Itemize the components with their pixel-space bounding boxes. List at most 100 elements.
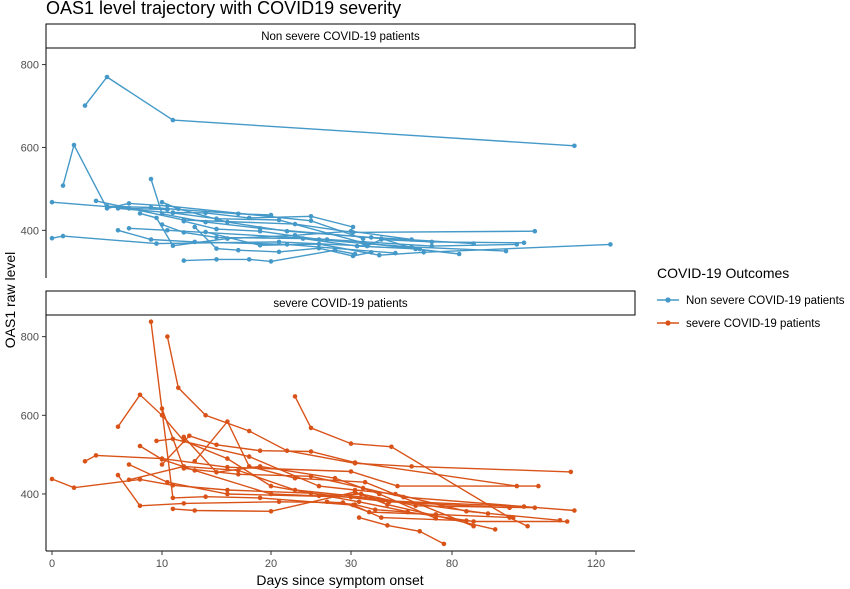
data-point-0-1-0 xyxy=(49,235,55,241)
y-axis-title: OAS1 raw level xyxy=(2,252,18,348)
data-point-1-12-0 xyxy=(170,506,176,512)
data-point-1-17-2 xyxy=(417,529,423,534)
y-tick-label-0-1: 600 xyxy=(21,142,39,154)
data-point-1-12-4 xyxy=(385,502,390,507)
data-point-1-11-3 xyxy=(246,428,252,434)
panel-severe: 400 600 800 xyxy=(21,319,577,547)
data-point-0-2-0 xyxy=(60,183,66,188)
data-point-0-11-2 xyxy=(225,219,230,225)
data-point-0-11-5 xyxy=(471,241,476,246)
data-point-0-14-1 xyxy=(214,226,219,232)
data-point-1-11-2 xyxy=(203,413,208,418)
data-point-1-5-3 xyxy=(292,487,298,493)
data-point-1-10-4 xyxy=(308,449,314,454)
data-point-0-4-4 xyxy=(532,228,538,234)
data-point-0-9-1 xyxy=(154,215,159,221)
data-point-1-14-0 xyxy=(192,459,197,464)
data-point-1-6-1 xyxy=(159,457,165,462)
data-point-1-6-4 xyxy=(316,493,322,499)
y-tick-label-1-1: 600 xyxy=(21,410,39,422)
facet-strip-1 xyxy=(45,23,636,49)
data-point-1-2-1 xyxy=(137,503,143,509)
data-point-0-6-5 xyxy=(456,251,462,257)
legend-item-severe: severe COVID-19 patients xyxy=(657,318,820,330)
data-point-0-9-2 xyxy=(170,243,176,248)
legend-title: COVID-19 Outcomes xyxy=(657,265,789,281)
data-point-1-16-0 xyxy=(324,499,330,505)
trajectory-line-1-13 xyxy=(183,436,437,520)
data-point-1-16-3 xyxy=(405,509,410,515)
data-point-1-17-1 xyxy=(385,523,390,528)
data-point-1-1-5 xyxy=(395,483,400,489)
data-point-0-14-0 xyxy=(181,218,187,224)
x-tick-label-1: 10 xyxy=(156,558,168,570)
data-point-0-2-3 xyxy=(126,201,132,206)
x-tick-label-4: 80 xyxy=(446,558,458,570)
data-point-1-15-3 xyxy=(389,444,394,450)
data-point-0-17-2 xyxy=(316,241,322,247)
data-point-0-2-5 xyxy=(308,218,314,224)
data-point-1-13-5 xyxy=(433,516,439,521)
trajectory-line-0-11 xyxy=(161,201,474,245)
data-point-0-4-0 xyxy=(93,198,99,204)
data-point-0-6-3 xyxy=(276,217,282,223)
legend-swatch-dot-severe xyxy=(665,320,671,326)
data-point-1-13-1 xyxy=(214,470,219,475)
data-point-1-13-0 xyxy=(181,434,187,440)
data-point-0-3-2 xyxy=(170,117,176,123)
data-point-1-3-5 xyxy=(268,483,274,489)
data-point-1-12-1 xyxy=(192,508,197,513)
data-point-1-14-2 xyxy=(246,464,252,469)
data-point-1-1-6 xyxy=(536,483,541,489)
data-point-0-16-1 xyxy=(214,246,219,251)
trajectory-line-1-3 xyxy=(117,393,408,513)
data-point-1-13-3 xyxy=(332,475,338,481)
data-point-0-13-2 xyxy=(246,215,252,221)
data-point-1-10-1 xyxy=(187,433,192,439)
data-point-0-10-1 xyxy=(159,211,165,217)
trajectory-line-1-8 xyxy=(156,438,561,521)
data-point-0-9-0 xyxy=(137,211,143,216)
data-point-1-0-0 xyxy=(49,476,55,482)
data-point-1-8-6 xyxy=(464,509,469,514)
data-point-1-11-4 xyxy=(284,448,290,454)
chart-title: OAS1 level trajectory with COVID19 sever… xyxy=(46,0,402,18)
data-point-1-6-6 xyxy=(413,503,418,509)
data-point-0-15-3 xyxy=(268,259,274,264)
data-point-0-5-2 xyxy=(236,211,241,217)
legend-label-severe: severe COVID-19 patients xyxy=(686,318,820,330)
data-point-1-6-0 xyxy=(137,443,143,449)
x-tick-label-2: 20 xyxy=(265,558,277,570)
data-point-1-5-0 xyxy=(126,477,132,483)
data-point-0-5-3 xyxy=(268,212,274,218)
data-point-1-4-1 xyxy=(165,479,170,485)
data-point-0-5-0 xyxy=(104,204,110,209)
data-point-0-15-0 xyxy=(181,258,187,263)
data-point-1-8-2 xyxy=(246,454,252,459)
data-point-0-14-6 xyxy=(503,248,509,254)
data-point-0-13-4 xyxy=(350,224,356,230)
data-point-0-8-4 xyxy=(514,242,520,247)
x-axis-ticks: 0 10 20 30 80 120 xyxy=(49,551,605,570)
data-point-0-5-1 xyxy=(148,205,154,210)
data-point-0-11-0 xyxy=(159,199,165,205)
data-point-1-1-1 xyxy=(93,453,99,458)
data-point-0-16-0 xyxy=(192,224,197,230)
data-point-0-12-0 xyxy=(159,222,165,227)
legend-swatch-dot-non-severe xyxy=(665,297,671,303)
data-point-1-2-3 xyxy=(276,499,282,505)
data-point-1-3-1 xyxy=(137,392,143,398)
data-point-1-9-0 xyxy=(159,406,165,411)
data-point-1-10-3 xyxy=(257,448,263,454)
data-point-1-10-0 xyxy=(159,462,165,467)
facet-strip-2-label: severe COVID-19 patients xyxy=(273,298,407,310)
data-point-1-17-3 xyxy=(441,541,447,547)
data-point-0-14-3 xyxy=(316,237,322,242)
data-point-1-1-3 xyxy=(225,464,230,470)
data-point-0-9-5 xyxy=(348,228,354,234)
data-point-0-17-1 xyxy=(257,243,263,248)
data-point-1-15-0 xyxy=(292,394,298,399)
data-point-0-3-0 xyxy=(82,103,88,108)
data-point-1-10-6 xyxy=(514,483,520,489)
